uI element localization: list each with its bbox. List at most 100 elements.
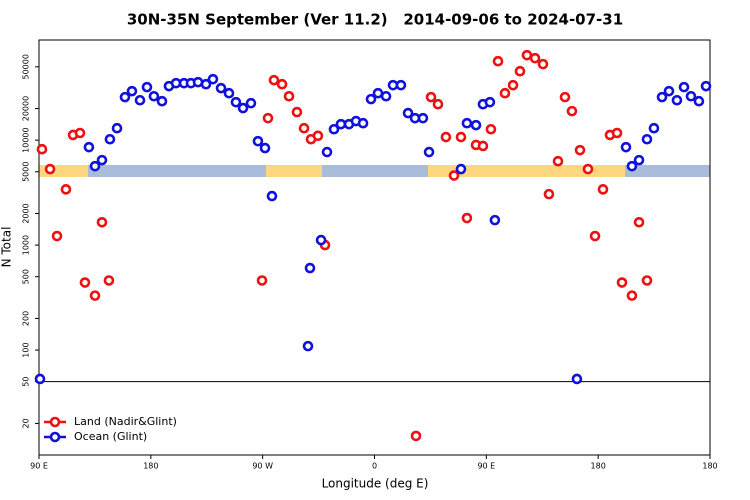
land-band bbox=[266, 165, 322, 177]
point bbox=[423, 146, 435, 158]
point bbox=[259, 142, 271, 154]
point bbox=[328, 123, 340, 135]
point bbox=[678, 81, 690, 93]
point bbox=[485, 123, 497, 135]
point bbox=[104, 133, 116, 145]
point bbox=[589, 230, 601, 242]
point bbox=[507, 79, 519, 91]
point bbox=[268, 74, 280, 86]
point bbox=[499, 87, 511, 99]
point bbox=[230, 96, 242, 108]
point bbox=[448, 170, 460, 181]
point bbox=[215, 82, 227, 94]
point bbox=[134, 94, 146, 106]
point bbox=[470, 119, 482, 131]
point bbox=[283, 90, 295, 102]
point bbox=[207, 73, 219, 85]
point bbox=[529, 52, 541, 64]
point bbox=[302, 340, 314, 352]
point bbox=[402, 107, 414, 119]
point bbox=[200, 78, 212, 90]
y-tick-label: 100 bbox=[22, 342, 31, 357]
point bbox=[44, 163, 56, 175]
point bbox=[252, 135, 264, 147]
point bbox=[633, 154, 645, 166]
chart-title: 30N-35N September (Ver 11.2) 2014-09-06 … bbox=[127, 11, 623, 29]
land-mask bbox=[39, 165, 710, 177]
point bbox=[365, 93, 377, 105]
point bbox=[455, 131, 467, 143]
point bbox=[298, 122, 310, 134]
point bbox=[477, 140, 489, 152]
x-tick-label: 180 bbox=[591, 462, 606, 471]
point bbox=[425, 91, 437, 103]
land-band bbox=[428, 165, 625, 177]
point bbox=[461, 117, 473, 129]
point bbox=[395, 79, 407, 91]
point bbox=[245, 97, 257, 109]
point bbox=[574, 144, 586, 156]
point bbox=[60, 184, 72, 195]
point bbox=[410, 430, 422, 442]
point bbox=[484, 96, 496, 108]
point bbox=[89, 160, 101, 172]
point bbox=[626, 290, 638, 301]
point bbox=[671, 94, 683, 106]
point bbox=[641, 275, 653, 286]
point bbox=[103, 275, 115, 286]
legend-label: Ocean (Glint) bbox=[74, 430, 147, 443]
point bbox=[489, 214, 501, 226]
point bbox=[700, 80, 712, 92]
y-tick-label: 50000 bbox=[22, 54, 31, 79]
point bbox=[380, 90, 392, 102]
y-tick-label: 20 bbox=[22, 418, 31, 428]
point bbox=[514, 65, 526, 77]
point bbox=[79, 277, 91, 288]
legend-marker bbox=[49, 431, 61, 443]
x-tick-label: 180 bbox=[702, 462, 717, 471]
point bbox=[492, 55, 504, 67]
point bbox=[141, 81, 153, 93]
point bbox=[89, 290, 101, 301]
point bbox=[262, 112, 274, 124]
y-tick-label: 50 bbox=[22, 377, 31, 387]
point bbox=[663, 85, 675, 97]
point bbox=[582, 163, 594, 175]
point bbox=[537, 58, 549, 70]
point bbox=[559, 91, 571, 103]
point bbox=[96, 154, 108, 166]
x-tick-label: 90 E bbox=[477, 462, 495, 471]
y-tick-label: 500 bbox=[22, 269, 31, 284]
point bbox=[357, 117, 369, 129]
point bbox=[461, 212, 473, 224]
point bbox=[620, 141, 632, 153]
point bbox=[74, 127, 86, 139]
point bbox=[156, 95, 168, 107]
y-tick-label: 1000 bbox=[22, 235, 31, 255]
point bbox=[256, 275, 268, 286]
point bbox=[693, 95, 705, 107]
point bbox=[656, 91, 668, 103]
point bbox=[237, 102, 249, 114]
point bbox=[119, 91, 131, 103]
point bbox=[291, 106, 303, 118]
point bbox=[34, 373, 46, 385]
point bbox=[571, 373, 583, 385]
point bbox=[455, 163, 467, 175]
y-tick-label: 10000 bbox=[22, 127, 31, 152]
point bbox=[223, 87, 235, 99]
point bbox=[633, 216, 645, 228]
x-tick-label: 90 E bbox=[30, 462, 48, 471]
point bbox=[626, 160, 638, 172]
point bbox=[148, 90, 160, 102]
point bbox=[126, 85, 138, 97]
x-tick-label: 180 bbox=[143, 462, 158, 471]
point bbox=[321, 146, 333, 158]
point bbox=[552, 155, 564, 167]
y-tick-label: 2000 bbox=[22, 203, 31, 223]
point bbox=[641, 133, 653, 145]
point bbox=[312, 130, 324, 142]
point bbox=[611, 127, 623, 139]
point bbox=[315, 234, 327, 246]
